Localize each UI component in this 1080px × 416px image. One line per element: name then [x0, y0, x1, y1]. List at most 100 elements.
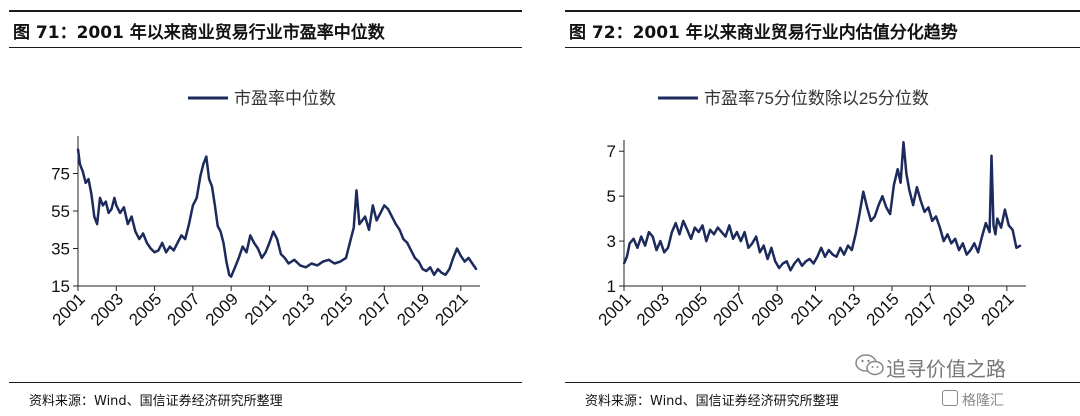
data-point [766, 258, 769, 260]
data-point [908, 188, 911, 191]
data-point [188, 223, 190, 226]
data-point [241, 245, 244, 248]
data-point [896, 168, 899, 171]
data-point [625, 255, 628, 258]
watermark-text: 追寻价值之路 [886, 357, 1006, 381]
data-point [774, 260, 777, 263]
data-point [96, 223, 99, 226]
data-point [130, 215, 133, 218]
wechat-icon [855, 354, 884, 376]
data-point [276, 238, 279, 241]
x-tick-label: 2007 [710, 289, 750, 329]
y-tick-label: 15 [51, 277, 70, 296]
data-point [168, 245, 171, 248]
data-point [433, 273, 436, 276]
title-bar: 图 72：2001 年以来商业贸易行业内估值分化趋势 [565, 10, 1080, 48]
data-point [647, 231, 650, 234]
data-point [237, 256, 240, 259]
data-point [364, 215, 367, 218]
chart-title: 图 72：2001 年以来商业贸易行业内估值分化趋势 [569, 23, 958, 43]
data-point [969, 249, 972, 252]
data-point [230, 275, 233, 278]
data-point [467, 256, 470, 259]
data-point [375, 219, 378, 222]
data-point [113, 196, 116, 199]
data-point [304, 266, 307, 269]
data-point [138, 238, 141, 241]
data-point [184, 238, 187, 241]
data-point [824, 255, 826, 258]
data-point [322, 260, 324, 263]
data-point [379, 211, 382, 214]
data-point [869, 219, 872, 222]
data-point [988, 231, 991, 234]
data-point [165, 251, 168, 254]
data-point [808, 258, 811, 260]
data-point [797, 258, 800, 260]
data-point [770, 246, 773, 249]
data-point [804, 260, 807, 263]
data-point [1003, 208, 1006, 211]
data-point [1015, 246, 1018, 249]
data-point [153, 251, 156, 254]
data-point [663, 251, 666, 254]
x-tick-label: 2013 [824, 289, 864, 329]
data-point [145, 241, 148, 244]
data-point [885, 206, 888, 209]
data-point [228, 273, 231, 276]
x-tick-label: 2009 [748, 289, 788, 329]
data-point [789, 269, 792, 272]
chart-title: 图 71：2001 年以来商业贸易行业市盈率中位数 [13, 23, 385, 43]
data-point [406, 241, 409, 244]
data-point [216, 225, 219, 227]
data-point [199, 174, 202, 177]
data-point [902, 141, 905, 144]
data-point [471, 262, 474, 265]
data-point [361, 219, 364, 222]
legend-label: 市盈率75分位数除以25分位数 [704, 89, 929, 108]
data-point [843, 253, 846, 256]
data-point [104, 200, 107, 203]
data-point [142, 232, 145, 235]
data-point [195, 196, 198, 199]
x-tick-label: 2021 [432, 289, 472, 329]
data-point [110, 208, 113, 211]
data-point [994, 233, 997, 236]
watermark-brand: 格隆汇 [962, 393, 1004, 409]
line-chart-pe-dispersion: 市盈率75分位数除以25分位数1357200120032005200720092… [595, 89, 1026, 330]
data-point [847, 244, 849, 247]
data-point [728, 224, 731, 227]
data-point [368, 228, 370, 231]
data-point [119, 211, 122, 214]
data-point [268, 241, 271, 244]
data-point [747, 246, 750, 249]
data-point [475, 268, 478, 271]
data-point [283, 256, 286, 259]
data-point [348, 241, 351, 244]
x-tick-label: 2015 [317, 289, 357, 329]
y-tick-label: 7 [607, 142, 616, 161]
data-point [176, 241, 179, 244]
x-tick-label: 2001 [595, 289, 635, 329]
data-point [202, 163, 205, 166]
data-point [191, 204, 194, 207]
data-point [990, 154, 993, 157]
data-point [448, 268, 451, 271]
data-line [622, 140, 1021, 272]
data-point [632, 237, 635, 240]
data-point [877, 204, 880, 207]
data-point [99, 196, 101, 199]
data-point [973, 242, 976, 245]
data-point [751, 242, 754, 245]
data-point [977, 251, 980, 254]
x-tick-label: 2019 [939, 289, 979, 329]
data-point [245, 251, 248, 254]
data-point [402, 238, 405, 241]
data-point [417, 260, 420, 263]
data-point [958, 249, 960, 252]
data-point [720, 231, 723, 234]
brand-logo-icon [942, 390, 958, 406]
x-tick-label: 2011 [241, 289, 280, 328]
data-point [122, 206, 125, 209]
data-point [623, 262, 625, 265]
